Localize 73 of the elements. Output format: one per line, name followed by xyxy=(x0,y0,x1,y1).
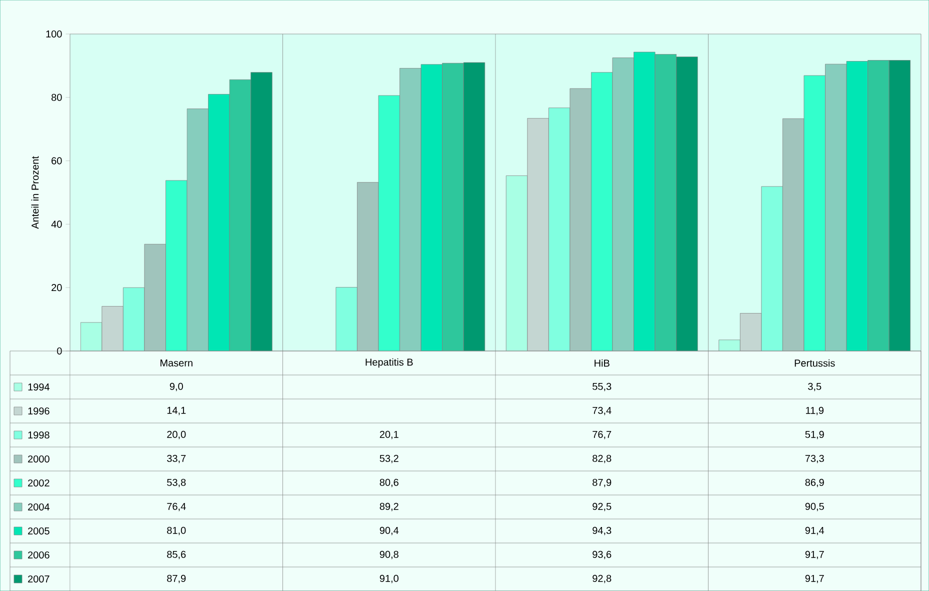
bar xyxy=(250,72,272,351)
bar xyxy=(868,60,890,351)
data-label: 93,6 xyxy=(592,550,612,560)
data-label: 53,2 xyxy=(380,454,398,464)
legend-label: 1998 xyxy=(28,431,50,439)
data-label: 91,4 xyxy=(805,526,824,536)
data-label: 94,3 xyxy=(592,526,612,536)
data-label: 85,6 xyxy=(167,550,186,560)
legend-label: 2002 xyxy=(28,479,50,487)
data-label: 20,1 xyxy=(380,430,398,440)
data-label: 92,5 xyxy=(592,502,612,512)
x-tick-label: Hepatitis B xyxy=(366,358,413,368)
bar xyxy=(357,182,379,351)
data-label: 55,3 xyxy=(592,382,612,392)
legend-label: 1994 xyxy=(28,383,50,391)
bar xyxy=(442,62,464,351)
bar xyxy=(782,118,804,351)
data-label: 11,9 xyxy=(806,406,824,416)
data-label: 9,0 xyxy=(170,382,183,392)
data-label: 89,2 xyxy=(380,502,398,512)
legend-label: 2000 xyxy=(28,455,50,463)
data-label: 76,7 xyxy=(592,430,612,440)
data-label: 90,5 xyxy=(805,502,824,512)
legend-label: 2005 xyxy=(28,527,50,535)
bar xyxy=(80,322,102,351)
data-label: 91,7 xyxy=(805,574,824,584)
data-label: 87,9 xyxy=(167,574,186,584)
bar xyxy=(676,56,698,351)
y-tick-label: 80 xyxy=(52,94,62,101)
data-label: 20,0 xyxy=(167,430,186,440)
data-label: 51,9 xyxy=(805,430,824,440)
bar xyxy=(804,75,826,351)
bar xyxy=(654,54,677,351)
data-label: 90,4 xyxy=(380,526,399,536)
data-label: 76,4 xyxy=(167,502,186,512)
data-label: 73,4 xyxy=(592,406,612,416)
y-tick-label: 60 xyxy=(52,157,62,164)
bar xyxy=(570,88,592,351)
legend-label: 2004 xyxy=(28,503,50,511)
y-tick-label: 0 xyxy=(57,347,62,355)
x-tick-label: HiB xyxy=(594,359,610,367)
data-label: 14,1 xyxy=(167,406,186,416)
data-label: 81,0 xyxy=(167,526,186,536)
bar xyxy=(378,95,400,351)
data-label: 90,8 xyxy=(380,550,398,560)
legend-label: 2006 xyxy=(28,551,50,559)
data-label: 33,7 xyxy=(167,454,186,464)
bar xyxy=(166,180,188,351)
data-label: 91,7 xyxy=(805,550,824,560)
bar xyxy=(463,62,486,351)
legend-label: 2007 xyxy=(28,575,50,583)
bar xyxy=(506,175,528,351)
y-tick-label: 40 xyxy=(51,220,62,228)
data-label: 92,8 xyxy=(592,574,612,584)
data-label: 91,0 xyxy=(380,574,398,584)
legend-label: 1996 xyxy=(28,407,50,415)
bar xyxy=(888,60,911,351)
bar xyxy=(144,244,166,351)
bar xyxy=(591,72,613,351)
data-label: 82,8 xyxy=(592,454,612,464)
data-label: 87,9 xyxy=(592,478,612,488)
y-axis-title: Anteil in Prozent xyxy=(31,156,39,229)
y-tick-label: 100 xyxy=(46,30,62,38)
data-label: 73,3 xyxy=(805,454,824,464)
bar xyxy=(718,340,740,351)
data-label: 53,8 xyxy=(167,478,186,488)
data-label: 80,6 xyxy=(380,478,398,488)
x-tick-label: Pertussis xyxy=(794,359,835,367)
y-tick-label: 20 xyxy=(52,284,62,292)
data-label: 86,9 xyxy=(805,478,824,488)
x-tick-label: Masern xyxy=(160,359,192,366)
bar xyxy=(229,79,252,351)
data-label: 3,5 xyxy=(808,382,822,392)
